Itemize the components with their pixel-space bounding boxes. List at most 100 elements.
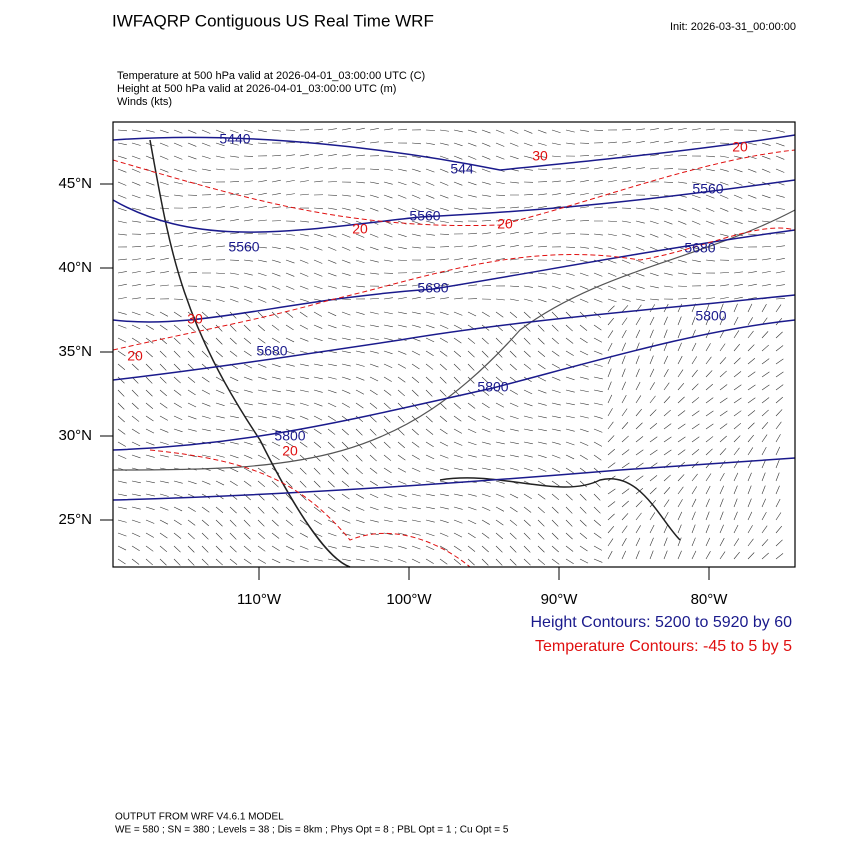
lon-label: 100°W — [386, 591, 432, 608]
wind-barb — [565, 192, 575, 196]
wind-barb — [593, 428, 603, 433]
wind-barb — [243, 402, 253, 406]
wind-barb — [621, 368, 626, 378]
wind-barb — [285, 532, 294, 539]
wind-barb — [747, 485, 752, 495]
wind-barb — [747, 410, 756, 417]
wind-barb — [467, 142, 477, 147]
wind-barb — [159, 519, 169, 525]
wind-barb — [201, 415, 211, 419]
wind-barb — [593, 519, 601, 527]
wind-barb — [509, 454, 519, 458]
wind-barb — [537, 129, 547, 134]
wind-barb — [299, 180, 309, 183]
wind-barb — [677, 272, 687, 275]
wind-barb — [383, 297, 393, 300]
wind-barb — [495, 311, 504, 318]
wind-barb — [565, 467, 574, 474]
wind-barb — [341, 233, 351, 238]
wind-barb — [509, 324, 517, 332]
wind-barb — [131, 324, 141, 330]
wind-barb — [761, 539, 769, 547]
wind-barb — [649, 246, 659, 251]
wind-barb — [565, 389, 575, 393]
wind-barb — [425, 283, 435, 287]
wind-barb — [271, 167, 281, 170]
wind-barb — [551, 467, 561, 473]
wind-barb — [509, 428, 519, 432]
wind-barb — [271, 402, 281, 406]
wind-barb — [761, 498, 766, 508]
wind-barb — [551, 376, 561, 381]
wind-barb — [145, 402, 154, 409]
wind-barb — [369, 558, 379, 562]
wind-barb — [229, 389, 239, 394]
wind-barb — [285, 179, 295, 183]
wind-barb — [327, 545, 337, 549]
wind-barb — [243, 428, 253, 432]
wind-barb — [649, 436, 658, 443]
wind-barb — [551, 311, 559, 319]
temperature-contour-label: 20 — [497, 216, 513, 232]
wind-barb — [271, 389, 281, 393]
wind-barb — [705, 343, 711, 352]
wind-barb — [775, 270, 785, 274]
wind-barb — [677, 127, 687, 131]
wind-barb — [145, 245, 155, 248]
wind-barb — [173, 129, 183, 134]
wind-barb — [131, 402, 139, 410]
wind-barb — [775, 539, 783, 547]
wind-barb — [397, 155, 407, 158]
wind-barb — [397, 480, 407, 485]
wind-barb — [229, 506, 237, 514]
wind-barb — [649, 316, 655, 326]
wind-barb — [677, 550, 682, 560]
wind-barb — [355, 154, 365, 157]
wind-barb — [439, 493, 449, 497]
wind-barb — [579, 558, 589, 564]
wind-barb — [481, 181, 491, 185]
wind-barb — [271, 441, 281, 447]
wind-barb — [327, 233, 337, 238]
wind-barb — [509, 506, 518, 513]
wind-barb — [159, 245, 169, 248]
wind-barb — [145, 363, 153, 371]
wind-barb — [187, 454, 197, 458]
wind-barb — [341, 493, 350, 500]
wind-barb — [467, 168, 477, 173]
wind-barb — [397, 181, 407, 186]
wind-barb — [299, 259, 309, 264]
wind-barb — [775, 459, 780, 469]
wind-barb — [691, 220, 701, 225]
wind-barb — [327, 181, 338, 183]
wind-barb — [243, 298, 253, 303]
wind-barb — [733, 233, 743, 236]
wind-barb — [747, 498, 752, 508]
wind-barb — [453, 337, 462, 344]
wind-barb — [761, 525, 768, 534]
wind-barb — [663, 511, 669, 521]
wind-barb — [635, 462, 644, 469]
wind-barb — [677, 486, 684, 495]
height-contour-label: 5560 — [228, 239, 259, 255]
wind-barb — [635, 550, 640, 560]
wind-barb — [453, 454, 463, 458]
wind-barb — [565, 428, 575, 432]
wind-barb — [439, 506, 449, 510]
wind-barb — [579, 337, 588, 344]
wind-barb — [537, 324, 545, 332]
wind-barb — [509, 389, 518, 395]
wind-barb — [733, 498, 738, 508]
wind-barb — [481, 532, 490, 539]
wind-barb — [271, 428, 281, 433]
temperature-contour-label: 20 — [282, 443, 298, 459]
wind-barb — [341, 480, 350, 488]
wind-barb — [313, 233, 323, 237]
wind-barb — [523, 350, 531, 358]
wind-barb — [551, 558, 560, 565]
wind-barb — [369, 363, 379, 368]
wind-barb — [117, 441, 126, 447]
wind-barb — [411, 181, 421, 186]
wind-barb — [411, 480, 421, 485]
wind-barb — [285, 233, 295, 236]
